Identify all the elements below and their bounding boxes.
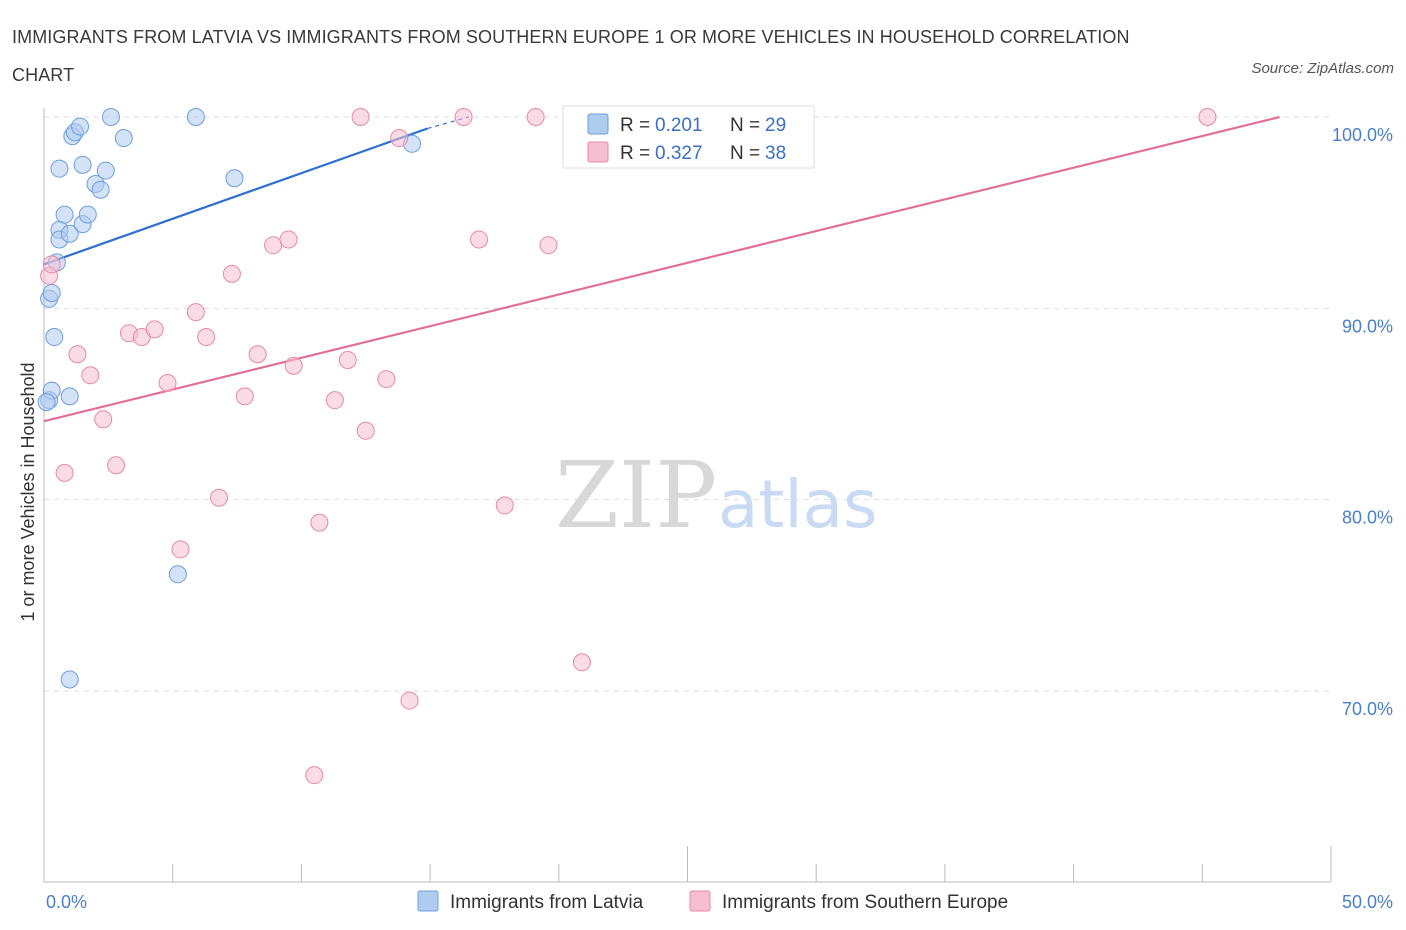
grid-lines [44,116,1331,692]
trend-line-south [43,115,1280,423]
point-south-16 [248,345,267,364]
stats-legend: R = 0.201 N = 29 R = 0.327 N = 38 [562,105,815,169]
trend-line-latvia [43,127,428,266]
x-tick-labels: 0.0% 50.0% [46,892,1393,912]
point-latvia-3 [45,328,64,347]
chart-title: IMMIGRANTS FROM LATVIA VS IMMIGRANTS FRO… [12,27,1130,85]
point-latvia-21 [101,108,120,126]
point-latvia-28 [37,393,56,412]
point-south-32 [526,108,545,126]
y-tick-labels: 100.0% 90.0% 80.0% 70.0% [1332,125,1393,719]
point-south-15 [235,387,254,406]
point-latvia-9 [60,224,79,243]
point-latvia-14 [73,155,92,174]
point-south-22 [325,391,344,410]
point-south-8 [145,320,164,339]
point-latvia-13 [50,159,69,178]
point-south-17 [264,236,283,255]
point-latvia-22 [114,129,133,148]
point-latvia-12 [78,205,97,224]
legend-latvia-r-label: R = [620,115,650,136]
legend-latvia-r-value: 0.201 [655,115,703,136]
point-latvia-10 [55,205,74,224]
legend-south-swatch [587,141,609,163]
legend-latvia-n-label: N = [730,115,760,136]
y-tick-label-0: 100.0% [1332,125,1393,145]
point-south-23 [338,350,357,369]
point-south-5 [107,456,126,475]
point-south-25 [356,421,375,440]
legend-south-n-label: N = [730,143,760,164]
y-axis-label: 1 or more Vehicles in Household [18,362,38,621]
point-latvia-20 [71,117,90,136]
point-latvia-17 [96,161,115,180]
point-south-20 [305,766,324,785]
point-latvia-5 [42,284,61,303]
point-south-34 [572,653,591,672]
point-south-28 [400,691,419,710]
watermark-atlas: atlas [718,466,878,543]
point-latvia-2 [60,387,79,406]
axes [43,108,1332,883]
point-south-18 [279,230,298,249]
point-south-11 [186,303,205,322]
series-legend: Immigrants from Latvia Immigrants from S… [417,890,1008,913]
point-south-12 [197,328,216,347]
legend-south-r-value: 0.327 [655,143,703,164]
point-south-19 [284,356,303,375]
point-south-33 [539,236,558,255]
point-latvia-16 [91,180,110,199]
y-tick-label-3: 70.0% [1342,699,1393,719]
series-legend-latvia-swatch [417,890,439,912]
point-south-3 [81,366,100,385]
x-tick-label-1: 50.0% [1342,892,1393,912]
series-legend-south-label: Immigrants from Southern Europe [722,892,1008,913]
point-latvia-26 [168,565,187,584]
y-tick-label-2: 80.0% [1342,508,1393,528]
point-south-26 [377,370,396,389]
legend-latvia-swatch [587,113,609,135]
series-legend-latvia-label: Immigrants from Latvia [450,892,644,913]
point-south-14 [222,264,241,283]
point-south-2 [68,345,87,364]
point-south-10 [171,540,190,559]
point-south-37 [42,255,61,274]
point-south-31 [495,496,514,515]
point-south-4 [94,410,113,429]
x-tick-label-0: 0.0% [46,892,87,912]
point-south-30 [470,230,489,249]
point-latvia-23 [186,108,205,126]
point-latvia-27 [60,670,79,689]
point-south-29 [454,108,473,126]
point-south-36 [1198,108,1217,126]
legend-latvia-n-value: 29 [765,115,786,136]
point-south-21 [310,513,329,532]
chart-source: Source: ZipAtlas.com [1251,60,1394,77]
watermark: ZIP atlas [555,442,878,549]
y-tick-label-1: 90.0% [1342,316,1393,336]
legend-south-r-label: R = [620,143,650,164]
watermark-zip: ZIP [555,442,717,549]
point-south-9 [158,373,177,392]
point-south-27 [390,129,409,148]
point-latvia-24 [225,169,244,188]
point-south-13 [210,488,229,507]
point-south-1 [55,463,74,482]
legend-south-n-value: 38 [765,143,786,164]
data-points [37,108,1217,785]
point-south-24 [351,108,370,126]
series-legend-south-swatch [689,890,711,912]
